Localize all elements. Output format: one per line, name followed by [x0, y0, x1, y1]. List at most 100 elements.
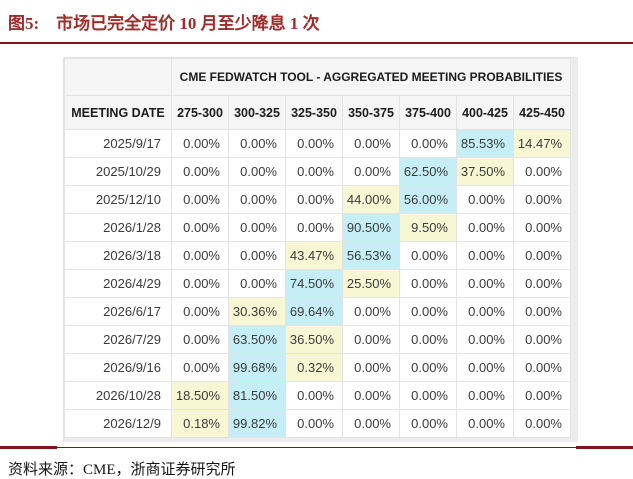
- rate-column-header: 400-425: [456, 95, 514, 130]
- prob-cell: 0.00%: [171, 157, 229, 186]
- prob-cell: 0.00%: [285, 129, 343, 158]
- prob-cell: 37.50%: [456, 157, 514, 186]
- prob-cell: 0.00%: [342, 157, 400, 186]
- prob-cell: 0.00%: [513, 185, 571, 214]
- prob-cell: 0.32%: [285, 353, 343, 382]
- prob-cell: 0.00%: [456, 185, 514, 214]
- prob-cell: 0.00%: [513, 325, 571, 354]
- prob-cell: 0.00%: [399, 381, 457, 410]
- table-row: 2026/10/28 18.50% 81.50% 0.00% 0.00% 0.0…: [64, 381, 571, 410]
- prob-cell: 44.00%: [342, 185, 400, 214]
- prob-cell: 0.00%: [171, 353, 229, 382]
- prob-cell: 99.68%: [228, 353, 286, 382]
- prob-cell: 0.00%: [399, 129, 457, 158]
- meeting-date-cell: 2025/10/29: [64, 157, 172, 186]
- prob-cell: 0.00%: [171, 269, 229, 298]
- prob-cell: 99.82%: [228, 409, 286, 438]
- prob-cell: 0.00%: [456, 325, 514, 354]
- prob-cell: 0.00%: [228, 129, 286, 158]
- prob-cell: 0.00%: [171, 213, 229, 242]
- prob-cell: 74.50%: [285, 269, 343, 298]
- table-body: 2025/9/17 0.00% 0.00% 0.00% 0.00% 0.00% …: [64, 129, 571, 438]
- prob-cell: 0.00%: [228, 213, 286, 242]
- fedwatch-table: CME FEDWATCH TOOL - AGGREGATED MEETING P…: [64, 58, 571, 438]
- prob-cell: 0.00%: [513, 297, 571, 326]
- table-row: 2026/1/28 0.00% 0.00% 0.00% 90.50% 9.50%…: [64, 213, 571, 242]
- prob-cell: 69.64%: [285, 297, 343, 326]
- prob-cell: 90.50%: [342, 213, 400, 242]
- rate-column-header: 325-350: [285, 95, 343, 130]
- prob-cell: 43.47%: [285, 241, 343, 270]
- prob-cell: 0.00%: [456, 353, 514, 382]
- figure-number-label: 图5:: [8, 14, 40, 33]
- prob-cell: 0.00%: [228, 241, 286, 270]
- prob-cell: 0.00%: [228, 185, 286, 214]
- table-row: 2026/9/16 0.00% 99.68% 0.32% 0.00% 0.00%…: [64, 353, 571, 382]
- footer-divider-line: [57, 447, 576, 448]
- prob-cell: 18.50%: [171, 381, 229, 410]
- meeting-date-cell: 2026/6/17: [64, 297, 172, 326]
- table-row: 2026/12/9 0.18% 99.82% 0.00% 0.00% 0.00%…: [64, 409, 571, 438]
- table-row: 2025/10/29 0.00% 0.00% 0.00% 0.00% 62.50…: [64, 157, 571, 186]
- prob-cell: 0.00%: [171, 297, 229, 326]
- prob-cell: 0.00%: [228, 157, 286, 186]
- prob-cell: 0.00%: [342, 297, 400, 326]
- prob-cell: 0.00%: [285, 157, 343, 186]
- prob-cell: 0.00%: [285, 409, 343, 438]
- source-note: 资料来源：CME，浙商证券研究所: [8, 462, 236, 478]
- column-header-row: MEETING DATE 275-300 300-325 325-350 350…: [64, 95, 571, 130]
- prob-cell: 0.00%: [171, 325, 229, 354]
- prob-cell: 0.00%: [399, 241, 457, 270]
- footer-divider-right-cap: [576, 446, 633, 449]
- table-row: 2026/6/17 0.00% 30.36% 69.64% 0.00% 0.00…: [64, 297, 571, 326]
- meeting-date-column-header: MEETING DATE: [64, 95, 172, 130]
- prob-cell: 36.50%: [285, 325, 343, 354]
- table-header: CME FEDWATCH TOOL - AGGREGATED MEETING P…: [64, 58, 571, 130]
- prob-cell: 56.00%: [399, 185, 457, 214]
- prob-cell: 0.00%: [456, 381, 514, 410]
- table-row: 2026/3/18 0.00% 0.00% 43.47% 56.53% 0.00…: [64, 241, 571, 270]
- meeting-date-cell: 2026/12/9: [64, 409, 172, 438]
- prob-cell: 0.00%: [456, 297, 514, 326]
- prob-cell: 0.00%: [513, 353, 571, 382]
- meeting-date-cell: 2025/9/17: [64, 129, 172, 158]
- prob-cell: 0.18%: [171, 409, 229, 438]
- table-row: 2025/9/17 0.00% 0.00% 0.00% 0.00% 0.00% …: [64, 129, 571, 158]
- table-title-row: CME FEDWATCH TOOL - AGGREGATED MEETING P…: [64, 58, 571, 96]
- figure-title: 图5: 市场已完全定价 10 月至少降息 1 次: [0, 0, 633, 39]
- table-row: 2026/7/29 0.00% 63.50% 36.50% 0.00% 0.00…: [64, 325, 571, 354]
- rate-column-header: 375-400: [399, 95, 457, 130]
- prob-cell: 0.00%: [285, 213, 343, 242]
- meeting-date-cell: 2026/4/29: [64, 269, 172, 298]
- prob-cell: 62.50%: [399, 157, 457, 186]
- meeting-date-cell: 2026/9/16: [64, 353, 172, 382]
- prob-cell: 0.00%: [399, 325, 457, 354]
- fedwatch-table-panel: CME FEDWATCH TOOL - AGGREGATED MEETING P…: [63, 57, 578, 442]
- rate-column-header: 425-450: [513, 95, 571, 130]
- figure-title-text: 市场已完全定价 10 月至少降息 1 次: [56, 14, 320, 33]
- prob-cell: 0.00%: [171, 129, 229, 158]
- prob-cell: 0.00%: [171, 241, 229, 270]
- footer-divider-left-cap: [0, 446, 57, 449]
- prob-cell: 85.53%: [456, 129, 514, 158]
- prob-cell: 0.00%: [171, 185, 229, 214]
- title-divider: [0, 42, 633, 44]
- table-row: 2026/4/29 0.00% 0.00% 74.50% 25.50% 0.00…: [64, 269, 571, 298]
- prob-cell: 9.50%: [399, 213, 457, 242]
- prob-cell: 0.00%: [513, 381, 571, 410]
- prob-cell: 0.00%: [513, 213, 571, 242]
- prob-cell: 0.00%: [285, 185, 343, 214]
- prob-cell: 25.50%: [342, 269, 400, 298]
- prob-cell: 0.00%: [285, 381, 343, 410]
- prob-cell: 56.53%: [342, 241, 400, 270]
- prob-cell: 0.00%: [228, 269, 286, 298]
- prob-cell: 14.47%: [513, 129, 571, 158]
- prob-cell: 0.00%: [342, 325, 400, 354]
- prob-cell: 0.00%: [342, 353, 400, 382]
- prob-cell: 0.00%: [342, 129, 400, 158]
- corner-cell: [64, 58, 172, 96]
- prob-cell: 0.00%: [513, 241, 571, 270]
- meeting-date-cell: 2026/10/28: [64, 381, 172, 410]
- prob-cell: 0.00%: [456, 241, 514, 270]
